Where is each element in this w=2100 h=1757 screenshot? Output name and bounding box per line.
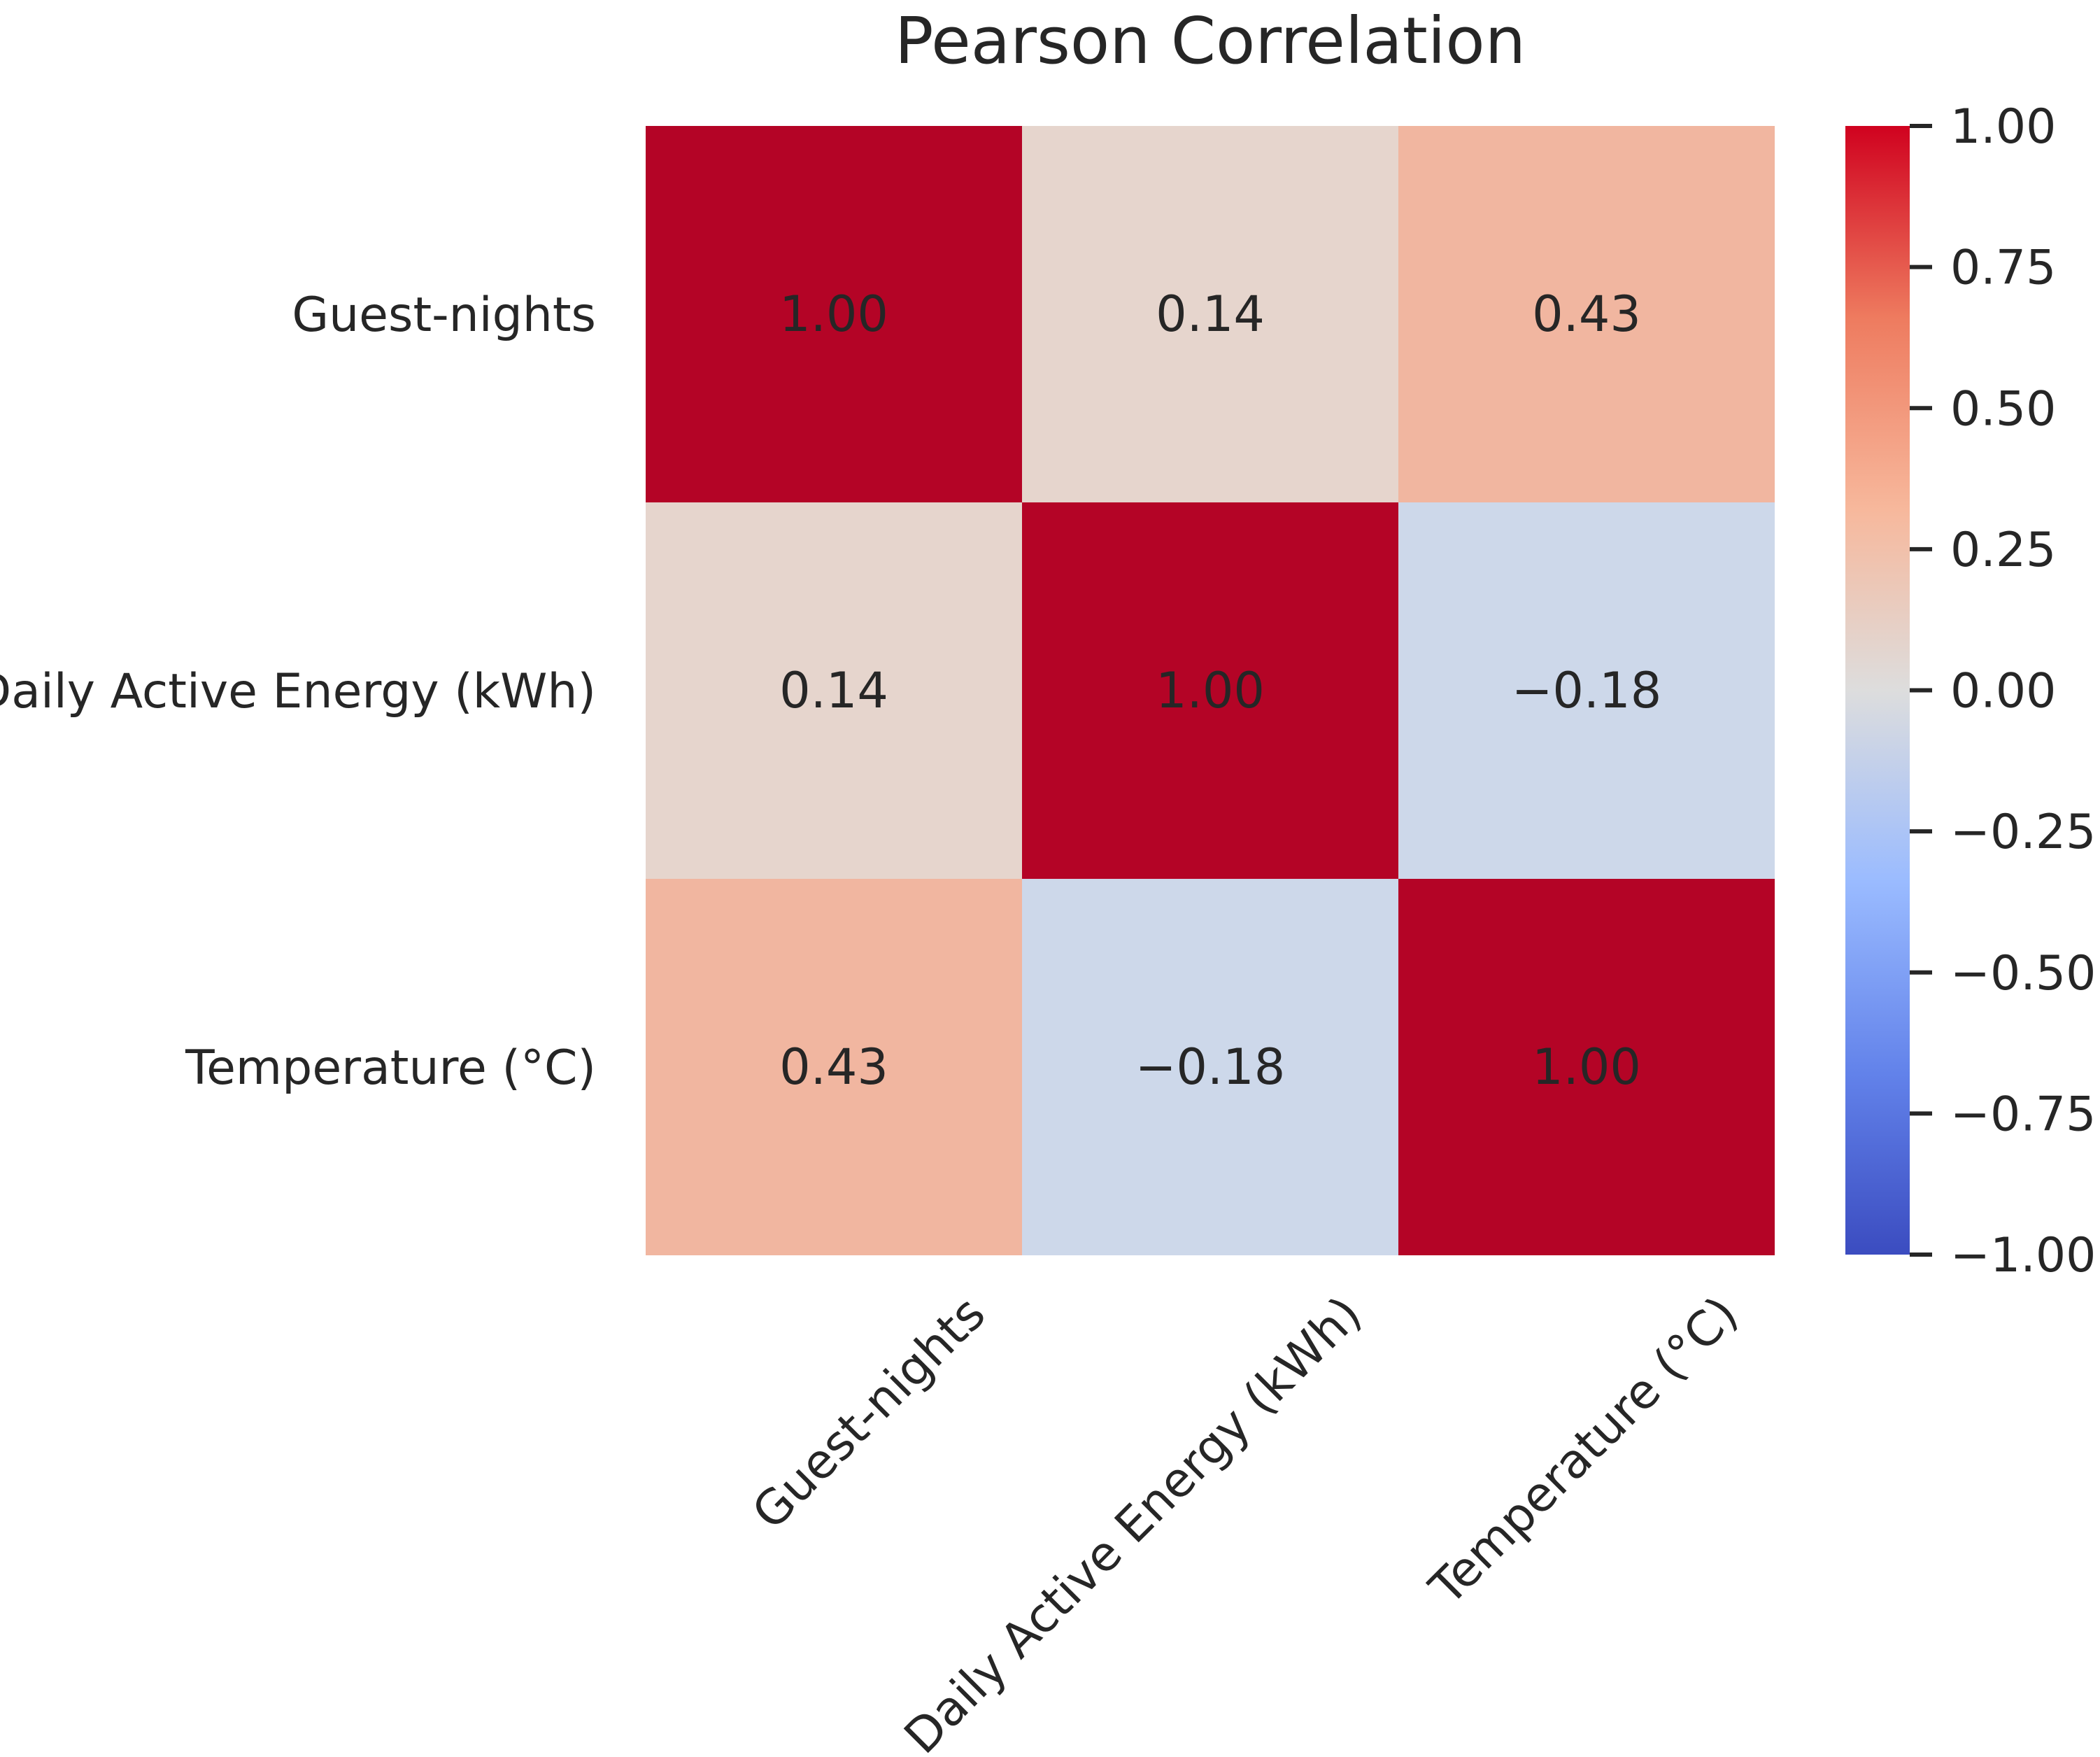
- colorbar-tick-label: −1.00: [1950, 1228, 2096, 1283]
- colorbar-tick-label: 0.25: [1950, 523, 2056, 578]
- heatmap-cell: [646, 126, 1022, 502]
- cell-value-label: 1.00: [779, 285, 888, 343]
- colorbar-gradient: [1845, 126, 1910, 1255]
- cell-value-label: 0.43: [779, 1038, 888, 1096]
- colorbar-tick-label: −0.75: [1950, 1087, 2096, 1142]
- colorbar-tick-label: −0.50: [1950, 946, 2096, 1001]
- column-tick-label: Guest-nights: [742, 1286, 996, 1540]
- cell-value-label: −0.18: [1512, 662, 1662, 719]
- heatmap-cell: [1398, 502, 1775, 879]
- row-tick-label: Daily Active Energy (kWh): [0, 664, 596, 719]
- cell-value-label: 0.14: [1156, 285, 1265, 343]
- cell-value-label: 1.00: [1532, 1038, 1641, 1096]
- colorbar-tick-label: 0.00: [1950, 664, 2056, 719]
- colorbar-tick-label: 0.50: [1950, 381, 2056, 437]
- colorbar-tick-label: 0.75: [1950, 241, 2056, 296]
- heatmap-cell: [646, 502, 1022, 879]
- heatmap-cell: [1022, 879, 1398, 1255]
- colorbar: 1.00 0.75 0.50 0.25 0.00 −0.25 −0.50 −0.75 −1.00: [1845, 99, 2096, 1283]
- colorbar-tick-label: 1.00: [1950, 99, 2056, 155]
- row-tick-label: Guest-nights: [292, 288, 596, 343]
- cell-value-label: 0.43: [1532, 285, 1641, 343]
- chart-title: Pearson Correlation: [895, 3, 1526, 78]
- heatmap-cell: [1398, 126, 1775, 502]
- heatmap-cell: [1022, 126, 1398, 502]
- heatmap-cell: [1398, 879, 1775, 1255]
- cell-value-label: 1.00: [1156, 662, 1265, 719]
- colorbar-tick-label: −0.25: [1950, 805, 2096, 860]
- colorbar-ticks: 1.00 0.75 0.50 0.25 0.00 −0.25 −0.50 −0.75 −1.00: [1910, 99, 2096, 1283]
- column-tick-label: Daily Active Energy (kWh): [894, 1286, 1372, 1757]
- heatmap-cells: [646, 126, 1775, 1255]
- row-tick-labels: Guest-nights Daily Active Energy (kWh) Tem…: [0, 288, 596, 1096]
- column-tick-label: Temperature (°C): [1419, 1286, 1749, 1616]
- row-tick-label: Temperature (°C): [185, 1040, 596, 1096]
- cell-value-label: −0.18: [1135, 1038, 1286, 1096]
- heatmap-cell: [646, 879, 1022, 1255]
- heatmap-cell-labels: 1.00 0.14 0.43 0.14 1.00 −0.18 0.43 −0.18 1.00: [779, 285, 1661, 1096]
- heatmap-cell: [1022, 502, 1398, 879]
- cell-value-label: 0.14: [779, 662, 888, 719]
